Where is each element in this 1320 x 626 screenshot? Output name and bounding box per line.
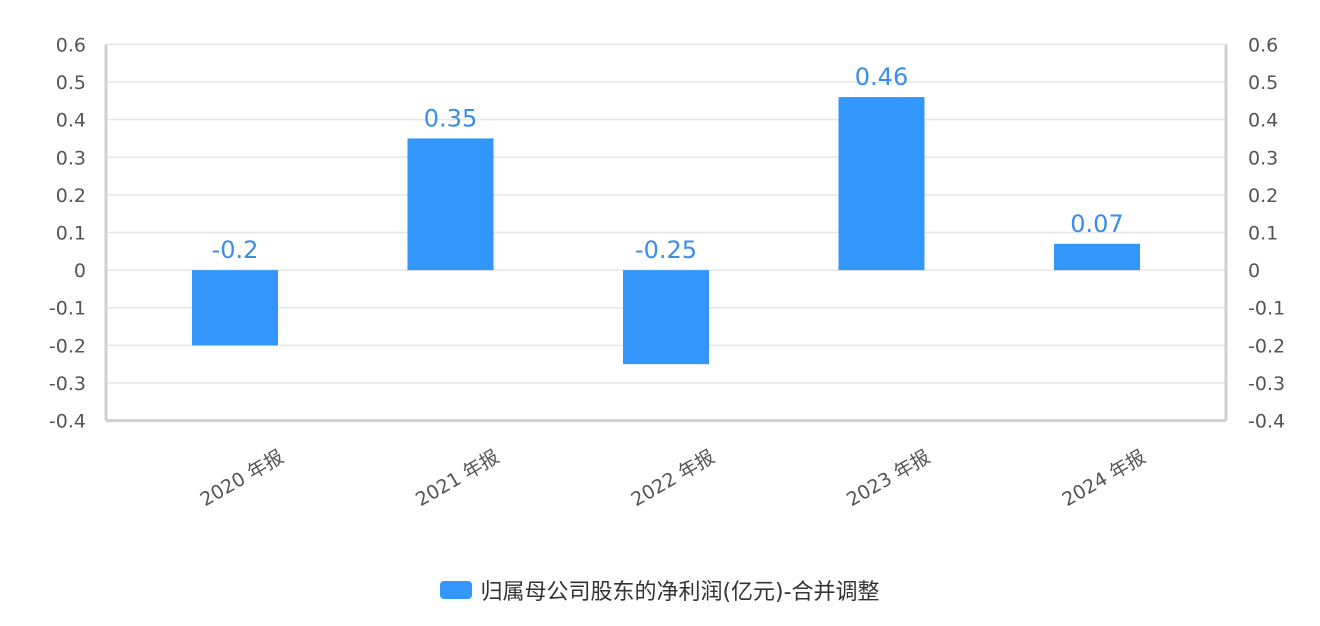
y-tick-right: -0.4 bbox=[1248, 411, 1285, 433]
data-label: -0.2 bbox=[212, 236, 259, 264]
bar bbox=[192, 270, 278, 346]
legend[interactable]: 归属母公司股东的净利润(亿元)-合并调整 bbox=[0, 574, 1320, 606]
bar bbox=[407, 138, 494, 271]
y-tick-right: -0.2 bbox=[1248, 335, 1285, 357]
data-label: 0.46 bbox=[855, 63, 908, 91]
bar bbox=[623, 270, 709, 365]
y-tick-left: 0.3 bbox=[56, 147, 86, 169]
bar bbox=[1054, 243, 1140, 271]
y-tick-right: 0.6 bbox=[1248, 34, 1278, 56]
y-tick-right: 0.5 bbox=[1248, 72, 1278, 94]
y-tick-right: 0.4 bbox=[1248, 110, 1278, 132]
y-tick-left: 0.6 bbox=[56, 34, 86, 56]
y-tick-left: 0.4 bbox=[56, 110, 86, 132]
data-label: 0.07 bbox=[1070, 210, 1123, 238]
legend-swatch bbox=[440, 581, 473, 599]
y-tick-left: -0.2 bbox=[49, 335, 86, 357]
y-tick-right: 0.3 bbox=[1248, 147, 1278, 169]
y-tick-left: -0.3 bbox=[49, 373, 86, 395]
bar-chart: 0.6 0.6 0.5 0.5 0.4 0.4 0.3 0.3 0.2 0.2 0.1 0.1 0 0 -0… bbox=[49, 34, 1285, 511]
x-tick-label: 2024 年报 bbox=[1058, 446, 1149, 511]
y-tick-left: 0 bbox=[74, 260, 86, 282]
y-tick-right: -0.3 bbox=[1248, 373, 1285, 395]
y-tick-right: 0.2 bbox=[1248, 185, 1278, 207]
data-label: -0.25 bbox=[635, 236, 697, 264]
y-tick-left: -0.4 bbox=[49, 411, 86, 433]
x-tick-label: 2020 年报 bbox=[196, 446, 287, 511]
y-tick-left: 0.1 bbox=[56, 223, 86, 245]
x-tick-label: 2023 年报 bbox=[843, 446, 934, 511]
y-tick-left: 0.2 bbox=[56, 185, 86, 207]
x-tick-label: 2021 年报 bbox=[412, 446, 503, 511]
y-tick-left: 0.5 bbox=[56, 72, 86, 94]
x-tick-label: 2022 年报 bbox=[627, 446, 718, 511]
bar bbox=[838, 97, 925, 271]
y-tick-right: -0.1 bbox=[1248, 298, 1285, 320]
data-label: 0.35 bbox=[424, 104, 477, 132]
legend-label: 归属母公司股东的净利润(亿元)-合并调整 bbox=[480, 580, 880, 605]
y-tick-left: -0.1 bbox=[49, 298, 86, 320]
y-tick-right: 0 bbox=[1248, 260, 1260, 282]
y-tick-right: 0.1 bbox=[1248, 223, 1278, 245]
